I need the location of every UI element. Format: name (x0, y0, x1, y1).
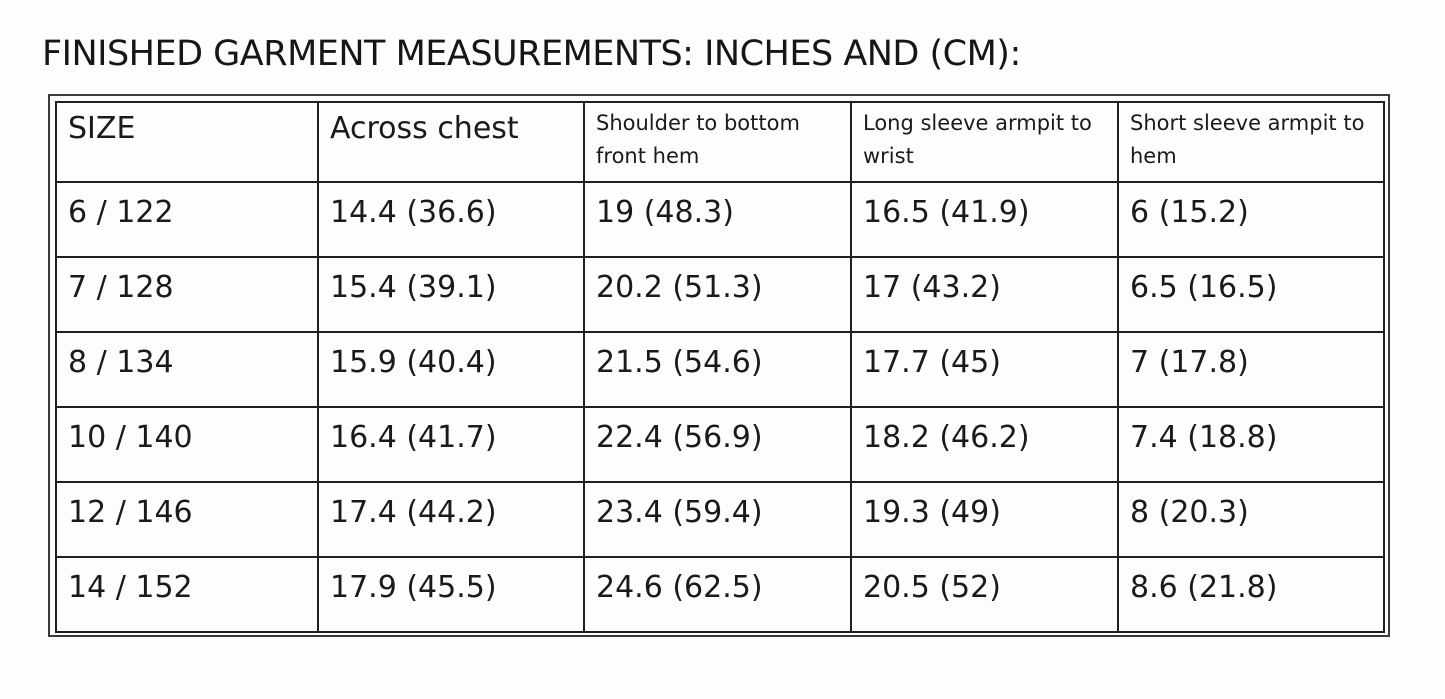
page-title: FINISHED GARMENT MEASUREMENTS: INCHES AN… (42, 34, 1021, 74)
cell-across-chest: 15.9 (40.4) (317, 331, 585, 408)
cell-short-sleeve: 6.5 (16.5) (1117, 256, 1385, 333)
cell-size: 14 / 152 (55, 556, 319, 633)
cell-short-sleeve: 8 (20.3) (1117, 481, 1385, 558)
table-row: 7 / 128 15.4 (39.1) 20.2 (51.3) 17 (43.2… (55, 256, 1385, 333)
cell-shoulder-to-hem: 22.4 (56.9) (583, 406, 852, 483)
cell-shoulder-to-hem: 21.5 (54.6) (583, 331, 852, 408)
header-shoulder-to-hem: Shoulder to bottom front hem (583, 101, 852, 183)
cell-across-chest: 17.9 (45.5) (317, 556, 585, 633)
cell-short-sleeve: 7 (17.8) (1117, 331, 1385, 408)
table-header-row: SIZE Across chest Shoulder to bottom fro… (55, 101, 1385, 183)
cell-size: 8 / 134 (55, 331, 319, 408)
cell-long-sleeve: 17.7 (45) (850, 331, 1119, 408)
cell-long-sleeve: 16.5 (41.9) (850, 181, 1119, 258)
cell-size: 6 / 122 (55, 181, 319, 258)
cell-across-chest: 16.4 (41.7) (317, 406, 585, 483)
cell-across-chest: 14.4 (36.6) (317, 181, 585, 258)
cell-across-chest: 15.4 (39.1) (317, 256, 585, 333)
cell-size: 10 / 140 (55, 406, 319, 483)
header-size: SIZE (55, 101, 319, 183)
cell-short-sleeve: 8.6 (21.8) (1117, 556, 1385, 633)
cell-long-sleeve: 18.2 (46.2) (850, 406, 1119, 483)
cell-shoulder-to-hem: 19 (48.3) (583, 181, 852, 258)
cell-long-sleeve: 20.5 (52) (850, 556, 1119, 633)
cell-shoulder-to-hem: 24.6 (62.5) (583, 556, 852, 633)
cell-long-sleeve: 19.3 (49) (850, 481, 1119, 558)
cell-long-sleeve: 17 (43.2) (850, 256, 1119, 333)
table-row: 8 / 134 15.9 (40.4) 21.5 (54.6) 17.7 (45… (55, 331, 1385, 408)
cell-size: 7 / 128 (55, 256, 319, 333)
header-long-sleeve: Long sleeve armpit to wrist (850, 101, 1119, 183)
cell-short-sleeve: 7.4 (18.8) (1117, 406, 1385, 483)
cell-short-sleeve: 6 (15.2) (1117, 181, 1385, 258)
table-row: 12 / 146 17.4 (44.2) 23.4 (59.4) 19.3 (4… (55, 481, 1385, 558)
cell-shoulder-to-hem: 20.2 (51.3) (583, 256, 852, 333)
table-row: 14 / 152 17.9 (45.5) 24.6 (62.5) 20.5 (5… (55, 556, 1385, 633)
cell-size: 12 / 146 (55, 481, 319, 558)
table-row: 10 / 140 16.4 (41.7) 22.4 (56.9) 18.2 (4… (55, 406, 1385, 483)
cell-shoulder-to-hem: 23.4 (59.4) (583, 481, 852, 558)
measurements-table: SIZE Across chest Shoulder to bottom fro… (55, 101, 1385, 633)
table-row: 6 / 122 14.4 (36.6) 19 (48.3) 16.5 (41.9… (55, 181, 1385, 258)
cell-across-chest: 17.4 (44.2) (317, 481, 585, 558)
header-across-chest: Across chest (317, 101, 585, 183)
header-short-sleeve: Short sleeve armpit to hem (1117, 101, 1385, 183)
